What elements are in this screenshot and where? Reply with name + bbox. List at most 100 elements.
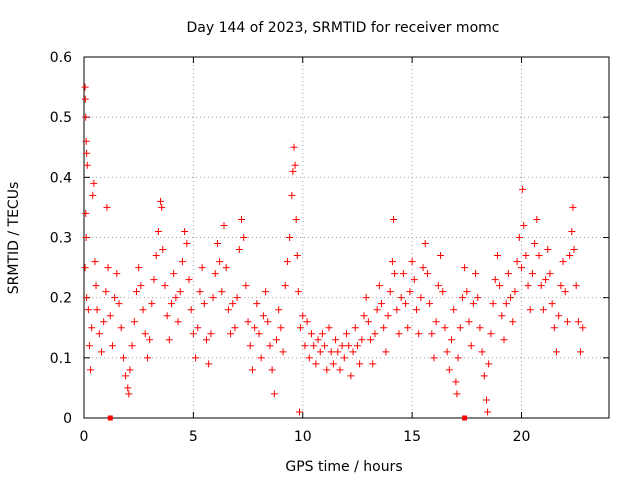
x-tick-label: 15 (403, 429, 421, 445)
data-point (174, 318, 182, 326)
data-point (170, 270, 178, 278)
data-point (472, 270, 480, 278)
data-point (211, 270, 219, 278)
data-point (93, 306, 101, 314)
data-point (340, 354, 348, 362)
data-point (268, 366, 276, 374)
data-point (353, 342, 361, 350)
data-point (108, 342, 116, 350)
data-point (542, 276, 550, 284)
data-point (406, 288, 414, 296)
data-point (378, 300, 385, 308)
data-point (227, 330, 235, 338)
data-point (546, 270, 554, 278)
y-tick-label: 0.6 (50, 50, 72, 66)
data-point (526, 306, 534, 314)
data-point (423, 270, 431, 278)
data-point (281, 282, 289, 290)
data-point (559, 258, 567, 266)
y-tick-label: 0.4 (50, 170, 72, 186)
data-point (561, 288, 569, 296)
data-point (81, 264, 89, 272)
data-point (443, 348, 451, 356)
data-point (544, 246, 552, 254)
data-point (289, 167, 297, 175)
data-point (452, 378, 460, 386)
data-point (428, 330, 436, 338)
data-point (380, 324, 388, 332)
data-point (291, 161, 299, 169)
data-point (106, 312, 114, 320)
data-point (360, 312, 368, 320)
data-point (83, 161, 91, 169)
data-point (222, 264, 230, 272)
data-point (290, 143, 298, 151)
data-point (318, 330, 326, 338)
data-point (461, 264, 469, 272)
data-point (334, 348, 342, 356)
data-point (388, 258, 396, 266)
data-point (229, 300, 237, 308)
data-point (273, 336, 280, 344)
data-point (426, 300, 434, 308)
data-point (85, 342, 93, 350)
data-point (92, 282, 100, 290)
data-point (293, 252, 301, 260)
data-point (248, 366, 256, 374)
data-point (458, 294, 466, 302)
data-point (537, 282, 545, 290)
data-point (259, 312, 267, 320)
data-point (288, 191, 296, 199)
data-point (181, 227, 189, 235)
data-point (448, 336, 455, 344)
data-point (308, 330, 315, 338)
data-point (419, 264, 427, 272)
data-point (369, 360, 377, 368)
gap-marker (462, 415, 468, 421)
data-point (87, 366, 95, 374)
data-point (441, 324, 449, 332)
data-point (266, 342, 274, 350)
data-point (522, 252, 530, 260)
data-point (351, 324, 359, 332)
data-point (402, 300, 410, 308)
data-point (563, 318, 571, 326)
data-point (480, 372, 488, 380)
data-point (152, 252, 160, 260)
data-point (343, 330, 350, 338)
data-point (262, 288, 270, 296)
data-point (524, 282, 532, 290)
x-tick-labels: 0 5 10 15 20 (80, 429, 531, 445)
data-point (242, 282, 250, 290)
data-point (119, 354, 127, 362)
data-point (445, 366, 453, 374)
data-point (130, 318, 138, 326)
data-point (81, 95, 89, 103)
y-tick-label: 0.5 (50, 110, 72, 126)
data-point (518, 264, 525, 272)
data-point (139, 306, 147, 314)
data-point (371, 330, 379, 338)
data-point (568, 227, 576, 235)
data-point (148, 300, 156, 308)
data-point (572, 282, 580, 290)
data-point (325, 324, 333, 332)
data-point (176, 288, 184, 296)
data-point (183, 240, 191, 248)
data-point (367, 336, 375, 344)
data-point (415, 330, 423, 338)
x-tick-label: 0 (80, 429, 89, 445)
data-point (511, 288, 519, 296)
data-point (163, 312, 171, 320)
axis-ticks (83, 56, 609, 419)
data-point (303, 318, 311, 326)
data-point (95, 330, 103, 338)
data-point (253, 300, 261, 308)
data-point (125, 390, 133, 398)
y-axis-label: SRMTID / TECUs (6, 182, 22, 295)
data-point (161, 282, 169, 290)
data-point (557, 282, 565, 290)
data-point (192, 354, 200, 362)
data-point (213, 240, 221, 248)
